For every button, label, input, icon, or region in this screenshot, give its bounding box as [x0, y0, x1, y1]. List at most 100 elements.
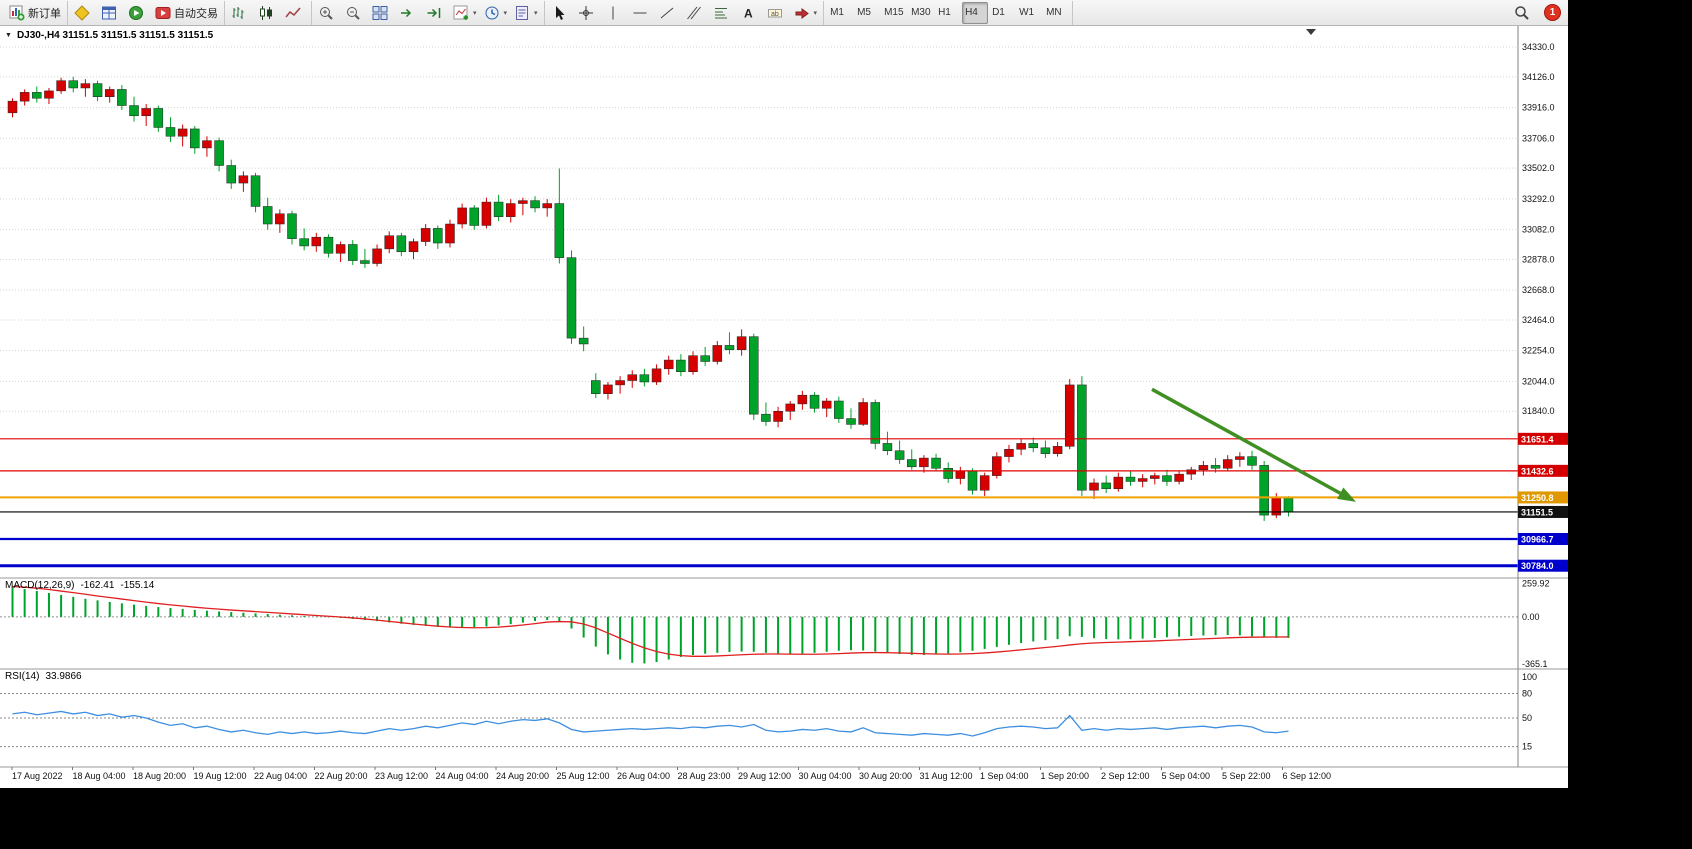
svg-text:28 Aug 23:00: 28 Aug 23:00	[678, 771, 731, 781]
zoom-out-button[interactable]	[342, 2, 368, 24]
timeframe-m1[interactable]: M1	[827, 2, 853, 24]
timeframe-w1[interactable]: W1	[1016, 2, 1042, 24]
chart-shift-button[interactable]	[423, 2, 449, 24]
dropdown-arrow-icon[interactable]: ▾	[534, 9, 538, 17]
cursor-button[interactable]	[548, 2, 574, 24]
fibo-icon	[713, 5, 729, 21]
svg-text:50: 50	[1522, 713, 1532, 723]
channel-icon	[686, 5, 702, 21]
svg-text:30 Aug 04:00: 30 Aug 04:00	[799, 771, 852, 781]
timeframe-m15[interactable]: M15	[881, 2, 907, 24]
crosshair-button[interactable]	[575, 2, 601, 24]
zoom-in-icon	[318, 5, 334, 21]
tile-windows-button[interactable]	[369, 2, 395, 24]
bar-chart-icon	[231, 5, 247, 21]
dropdown-arrow-icon[interactable]: ▾	[473, 9, 477, 17]
svg-text:6 Sep 12:00: 6 Sep 12:00	[1283, 771, 1332, 781]
strategy-tester-button[interactable]	[125, 2, 151, 24]
data-window-button[interactable]	[98, 2, 124, 24]
svg-text:32668.0: 32668.0	[1522, 285, 1555, 295]
trend-arrow-head[interactable]	[1337, 487, 1356, 502]
window-menu-icon[interactable]: ▼	[5, 32, 12, 39]
svg-text:15: 15	[1522, 742, 1532, 752]
svg-text:1 Sep 20:00: 1 Sep 20:00	[1041, 771, 1090, 781]
zoom-out-icon	[345, 5, 361, 21]
svg-text:32464.0: 32464.0	[1522, 315, 1555, 325]
metaeditor-button[interactable]	[71, 2, 97, 24]
svg-text:31 Aug 12:00: 31 Aug 12:00	[920, 771, 973, 781]
timeframe-d1-label: D1	[992, 7, 1005, 18]
rsi-indicator-label: RSI(14) 33.9866	[5, 671, 82, 682]
svg-text:ab: ab	[771, 10, 779, 17]
trendline-icon	[659, 5, 675, 21]
templates-button[interactable]: ▾	[511, 2, 541, 24]
timeframe-m30-label: M30	[911, 7, 931, 18]
svg-text:30784.0: 30784.0	[1521, 561, 1554, 571]
chart-background	[0, 26, 1568, 788]
chart-canvas[interactable]: 34330.0 34126.0 33916.0 33706.0 33502.0 33292…	[0, 26, 1568, 788]
dropdown-arrow-icon[interactable]: ▾	[503, 9, 508, 17]
channel-button[interactable]	[683, 2, 709, 24]
rsi-name: RSI(14)	[5, 671, 40, 682]
toolbar-right: 1	[1511, 2, 1565, 24]
trendline-button[interactable]	[656, 2, 682, 24]
svg-text:22 Aug 04:00: 22 Aug 04:00	[254, 771, 307, 781]
indicators-button[interactable]: ▾	[450, 2, 480, 24]
svg-text:24 Aug 04:00: 24 Aug 04:00	[436, 771, 489, 781]
line-chart-button[interactable]	[282, 2, 308, 24]
timeframe-d1[interactable]: D1	[989, 2, 1015, 24]
timeframe-m30[interactable]: M30	[908, 2, 934, 24]
timeframe-h4[interactable]: H4	[962, 1, 989, 24]
new-order-button[interactable]: 新订单	[6, 2, 64, 24]
time-axis[interactable]	[0, 767, 1568, 788]
trend-arrow-shaft[interactable]	[1151, 387, 1342, 495]
svg-text:5 Sep 22:00: 5 Sep 22:00	[1222, 771, 1271, 781]
dropdown-arrow-icon[interactable]: ▾	[813, 9, 818, 17]
chart-shift-marker[interactable]	[1306, 29, 1316, 35]
price-badges: 31651.4 31432.6 31250.8 31151.5 30966.7 30784…	[1518, 432, 1568, 572]
ohlc-text: DJ30-,H4 31151.5 31151.5 31151.5 31151.5	[16, 30, 214, 41]
auto-trading-button[interactable]: 自动交易	[152, 2, 221, 24]
zoom-in-button[interactable]	[315, 2, 341, 24]
timeframe-h1[interactable]: H1	[935, 2, 961, 24]
text-icon: A	[740, 5, 756, 21]
svg-text:31840.0: 31840.0	[1522, 406, 1555, 416]
text-label-button[interactable]: ab	[764, 2, 790, 24]
new-order-icon	[9, 5, 25, 21]
notification-badge[interactable]: 1	[1544, 4, 1561, 21]
horizontal-line-button[interactable]	[629, 2, 655, 24]
svg-text:22 Aug 20:00: 22 Aug 20:00	[315, 771, 368, 781]
vertical-line-button[interactable]	[602, 2, 628, 24]
fibonacci-button[interactable]	[710, 2, 736, 24]
metaeditor-icon	[74, 4, 90, 21]
text-button[interactable]: A	[737, 2, 763, 24]
svg-text:30966.7: 30966.7	[1521, 534, 1554, 544]
candle-chart-button[interactable]	[255, 2, 281, 24]
svg-text:31432.6: 31432.6	[1521, 466, 1554, 476]
svg-text:33916.0: 33916.0	[1522, 103, 1555, 113]
svg-text:32878.0: 32878.0	[1522, 254, 1555, 264]
line-chart-icon	[285, 5, 301, 21]
svg-text:34126.0: 34126.0	[1522, 72, 1555, 82]
svg-text:5 Sep 04:00: 5 Sep 04:00	[1162, 771, 1211, 781]
svg-text:A: A	[744, 6, 753, 20]
search-button[interactable]	[1511, 2, 1537, 24]
arrows-button[interactable]: ▾	[791, 2, 821, 24]
bar-chart-button[interactable]	[228, 2, 254, 24]
svg-text:31651.4: 31651.4	[1521, 434, 1554, 444]
auto-scroll-button[interactable]	[396, 2, 422, 24]
indicators-icon	[453, 5, 469, 21]
price-axis[interactable]	[1518, 26, 1568, 767]
chart-symbol-header: ▼ DJ30-,H4 31151.5 31151.5 31151.5 31151…	[5, 30, 213, 41]
svg-text:23 Aug 12:00: 23 Aug 12:00	[375, 771, 428, 781]
svg-text:0.00: 0.00	[1522, 612, 1540, 622]
svg-text:33082.0: 33082.0	[1522, 225, 1555, 235]
timeframe-m5[interactable]: M5	[854, 2, 880, 24]
svg-text:1 Sep 04:00: 1 Sep 04:00	[980, 771, 1029, 781]
svg-text:18 Aug 04:00: 18 Aug 04:00	[73, 771, 126, 781]
periods-button[interactable]: ▾	[481, 2, 511, 24]
svg-text:29 Aug 12:00: 29 Aug 12:00	[738, 771, 791, 781]
toolbar-group	[225, 0, 312, 25]
timeframe-mn[interactable]: MN	[1043, 2, 1069, 24]
